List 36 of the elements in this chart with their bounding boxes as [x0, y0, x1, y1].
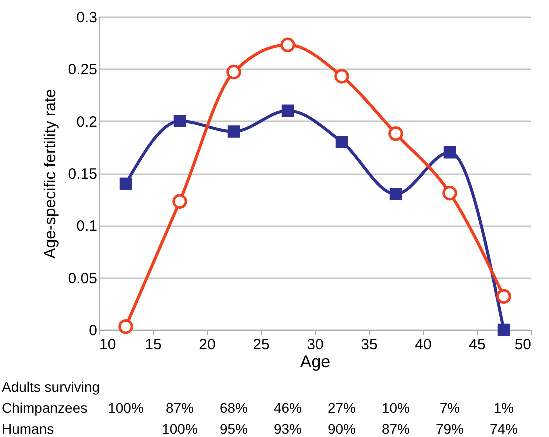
- x-tick-label: 40: [415, 336, 432, 354]
- y-tick-label: 0.05: [68, 270, 98, 288]
- x-tick-label: 25: [253, 336, 270, 354]
- text: 79%: [436, 421, 464, 437]
- x-tick-label: 35: [361, 336, 378, 354]
- y-tick-label: 0.1: [76, 218, 98, 236]
- text: 90%: [328, 421, 356, 437]
- y-tick-label: 0.3: [76, 10, 98, 26]
- text: 100%: [108, 400, 144, 416]
- text: 68%: [220, 400, 248, 416]
- x-tick-label: 15: [145, 336, 162, 354]
- text: 74%: [490, 421, 518, 437]
- text: 87%: [166, 400, 194, 416]
- y-tick-label: 0.2: [76, 114, 98, 131]
- text: 7%: [440, 400, 460, 416]
- x-axis-title: Age: [300, 352, 331, 372]
- x-tick-label: 20: [199, 336, 216, 354]
- x-tick-label: 45: [469, 336, 486, 354]
- text: 100%: [162, 421, 198, 437]
- x-tick-label: 50: [514, 336, 532, 354]
- x-tick-label: 30: [307, 336, 324, 354]
- text: Adults surviving: [2, 379, 100, 395]
- text: 10%: [382, 400, 410, 416]
- y-tick-label: 0: [89, 322, 98, 340]
- text: 95%: [220, 421, 248, 437]
- text: 46%: [274, 400, 302, 416]
- text: 27%: [328, 400, 356, 416]
- text: 1%: [494, 400, 514, 416]
- y-tick-label: 0.15: [68, 166, 98, 183]
- text: 87%: [382, 421, 410, 437]
- text: 93%: [274, 421, 302, 437]
- text: Chimpanzees: [2, 400, 88, 416]
- y-tick-label: 0.25: [68, 62, 98, 79]
- x-tick-label: 10: [100, 336, 116, 354]
- text: Humans: [2, 421, 54, 437]
- y-axis-title: Age-specific fertility rate: [42, 88, 60, 259]
